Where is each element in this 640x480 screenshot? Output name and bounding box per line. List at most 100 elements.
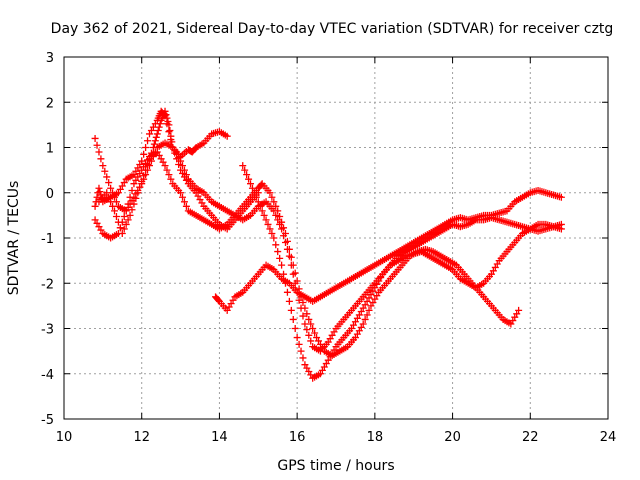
data-point <box>295 340 303 348</box>
data-series <box>91 107 565 382</box>
data-point <box>122 220 130 228</box>
y-axis-label: SDTVAR / TECUs <box>6 181 22 296</box>
data-point <box>107 184 115 192</box>
data-point <box>128 206 136 214</box>
series-track-3 <box>91 148 523 360</box>
data-point <box>95 184 103 192</box>
data-point <box>138 157 146 165</box>
x-tick-label: 12 <box>133 430 150 445</box>
data-point <box>120 225 128 233</box>
data-point <box>293 334 301 342</box>
data-point <box>111 193 119 201</box>
data-point <box>305 331 313 339</box>
data-point <box>272 241 280 249</box>
data-point <box>163 114 171 122</box>
data-point <box>167 175 175 183</box>
x-tick-label: 14 <box>211 430 228 445</box>
data-point <box>164 117 172 125</box>
data-point <box>278 261 286 269</box>
data-point <box>165 171 173 179</box>
data-point <box>142 171 150 179</box>
data-point <box>268 193 276 201</box>
data-point <box>96 188 104 196</box>
data-point <box>278 225 286 233</box>
data-point <box>180 166 188 174</box>
data-point <box>165 128 173 136</box>
data-point <box>285 297 293 305</box>
data-point <box>91 202 99 210</box>
data-point <box>266 189 274 197</box>
data-point <box>311 329 319 337</box>
grid-lines <box>64 57 608 419</box>
data-point <box>114 229 122 237</box>
data-point <box>151 137 159 145</box>
y-tick-label: -2 <box>41 277 54 292</box>
data-point <box>151 148 159 156</box>
data-point <box>303 310 311 318</box>
data-point <box>309 325 317 332</box>
data-point <box>142 144 150 151</box>
data-point <box>359 320 367 328</box>
data-point <box>274 248 282 256</box>
data-point <box>301 320 309 328</box>
y-tick-label: -3 <box>41 323 54 338</box>
data-point <box>247 180 255 188</box>
data-point <box>166 127 174 135</box>
data-point <box>291 325 299 332</box>
data-point <box>140 175 148 183</box>
data-point <box>262 216 270 224</box>
data-point <box>252 193 260 201</box>
data-point <box>239 162 247 170</box>
y-tick-label: 0 <box>46 187 54 202</box>
data-point <box>144 166 152 174</box>
data-point <box>248 184 256 192</box>
x-tick-label: 16 <box>289 430 306 445</box>
data-point <box>515 306 523 314</box>
data-point <box>241 166 249 174</box>
x-tick-label: 20 <box>444 430 461 445</box>
data-point <box>299 298 307 306</box>
data-point <box>254 198 262 206</box>
data-point <box>281 239 289 247</box>
data-point <box>289 270 297 278</box>
data-point <box>299 312 307 320</box>
data-point <box>163 166 171 174</box>
data-point <box>140 150 148 158</box>
data-point <box>93 141 101 149</box>
data-point <box>182 171 190 179</box>
chart-title: Day 362 of 2021, Sidereal Day-to-day VTE… <box>51 21 614 37</box>
data-point <box>258 207 266 215</box>
data-point <box>270 198 278 206</box>
data-point <box>361 315 369 323</box>
y-tick-label: -1 <box>41 232 54 247</box>
x-tick-label: 18 <box>367 430 384 445</box>
data-point <box>161 107 169 115</box>
data-point <box>103 173 111 181</box>
x-tick-label: 22 <box>522 430 539 445</box>
data-point <box>138 180 146 188</box>
y-tick-label: 2 <box>46 96 54 111</box>
data-point <box>91 134 99 142</box>
data-point <box>182 202 190 210</box>
data-point <box>557 193 565 201</box>
data-point <box>223 132 231 140</box>
data-point <box>305 315 313 323</box>
data-point <box>270 234 278 242</box>
data-point <box>167 132 175 140</box>
data-point <box>365 306 373 314</box>
data-point <box>256 202 264 210</box>
data-point <box>289 315 297 323</box>
data-point <box>285 252 293 260</box>
y-tick-label: -4 <box>41 368 54 383</box>
x-tick-label: 10 <box>56 430 73 445</box>
data-point <box>124 216 132 224</box>
data-point <box>111 207 119 215</box>
data-point <box>154 127 162 135</box>
data-point <box>180 198 188 206</box>
data-point <box>281 279 289 287</box>
data-point <box>144 137 152 145</box>
data-point <box>105 179 113 187</box>
data-point <box>116 224 124 232</box>
data-point <box>99 162 107 170</box>
data-point <box>303 326 311 334</box>
